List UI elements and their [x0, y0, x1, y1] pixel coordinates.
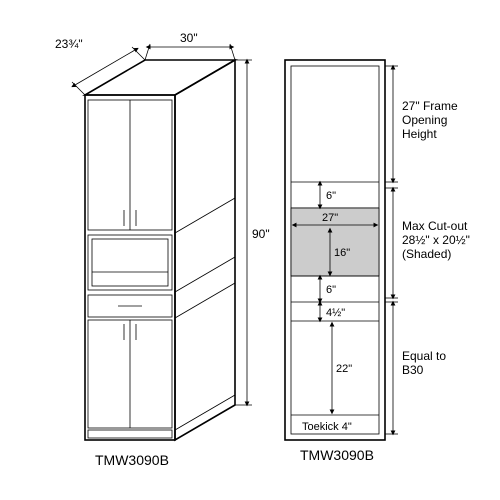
left-model-label: TMW3090B [95, 452, 169, 468]
note-cutout-l2: 28½" x 20½" [402, 233, 470, 247]
dim-6a: 6" [326, 190, 336, 202]
note-cutout-l3: (Shaded) [402, 247, 451, 261]
note-equal-l1: Equal to [402, 349, 446, 363]
dim-depth: 23¾" [55, 37, 83, 51]
dim-22: 22" [336, 363, 352, 375]
dim-toekick: Toekick 4" [302, 421, 352, 433]
note-cutout-l1: Max Cut-out [402, 219, 468, 233]
dim-6b: 6" [326, 284, 336, 296]
dim-4half: 4½" [326, 307, 345, 319]
note-equal-l2: B30 [402, 363, 424, 377]
note-frame-l2: Opening [402, 113, 447, 127]
dim-16: 16" [334, 247, 350, 259]
note-frame-l1: 27" Frame [402, 99, 458, 113]
dim-height: 90" [252, 227, 270, 241]
technical-drawing: 23¾" 30" 90" TMW3090B [0, 0, 500, 500]
right-elevation-view: 6" 27" 16" 6" 4½" 22" Toekick 4" 27" Fra… [285, 60, 470, 463]
dim-width: 30" [180, 31, 198, 45]
right-model-label: TMW3090B [300, 447, 374, 463]
note-frame-l3: Height [402, 127, 437, 141]
left-iso-view: 23¾" 30" 90" TMW3090B [55, 31, 270, 468]
dim-27: 27" [322, 212, 338, 224]
